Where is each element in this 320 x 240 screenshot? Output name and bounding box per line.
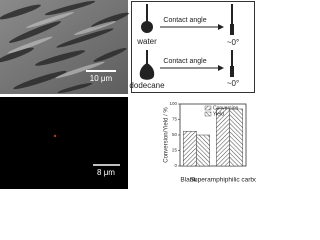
scale-bar-label: 8 μm xyxy=(97,168,115,177)
scale-bar-label: 10 μm xyxy=(90,74,113,83)
bar xyxy=(183,131,197,167)
legend-swatch xyxy=(204,105,212,111)
fluorescence-image: 8 μm xyxy=(0,97,128,189)
y-axis-label: Conversion/Yield / % xyxy=(164,107,170,163)
contact-angle-schematic: Contact angle water ~0° Contact angle do… xyxy=(129,1,255,93)
x-tick-label: Superamphiphilic carbon xyxy=(190,177,256,184)
dodecane-row: Contact angle dodecane ~0° xyxy=(129,50,239,90)
bar xyxy=(229,108,243,167)
x-tick-label: Blank xyxy=(180,177,197,184)
legend-label: Yield xyxy=(213,111,224,117)
water-row: Contact angle water ~0° xyxy=(136,4,239,47)
arrow-label: Contact angle xyxy=(163,17,206,24)
bar xyxy=(196,134,210,167)
legend-label: Conversion xyxy=(213,105,239,111)
y-tick-label: 50 xyxy=(172,132,178,137)
y-tick-label: 100 xyxy=(169,101,177,106)
sem-image: 10 μm xyxy=(0,0,129,94)
angle-result: ~0° xyxy=(227,79,239,88)
y-tick-label: 25 xyxy=(172,148,178,153)
legend-swatch xyxy=(204,111,212,117)
figure: 10 μm Contact angle water ~0° Contact an… xyxy=(0,0,256,189)
y-tick-label: 75 xyxy=(172,117,178,122)
y-tick-label: 0 xyxy=(174,163,177,168)
liquid-label: water xyxy=(136,37,157,46)
liquid-label: dodecane xyxy=(129,81,165,90)
angle-result: ~0° xyxy=(227,38,239,47)
arrow-label: Contact angle xyxy=(163,58,206,65)
